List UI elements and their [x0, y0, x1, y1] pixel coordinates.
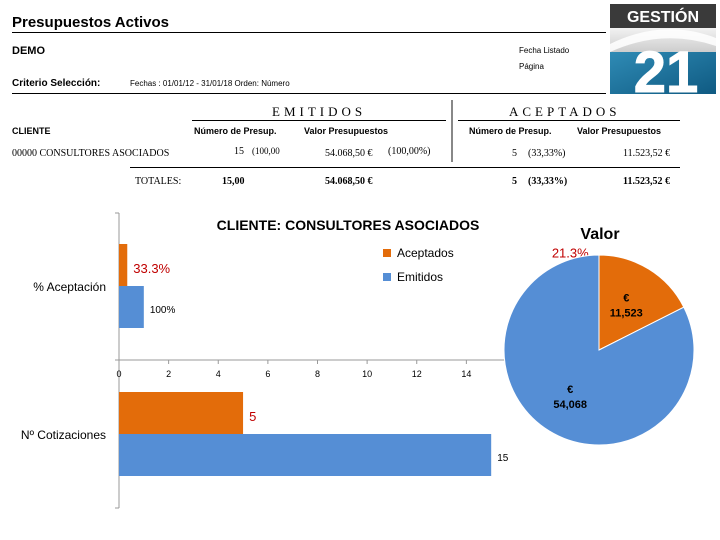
divider [130, 167, 680, 168]
x-tick-label: 6 [265, 369, 270, 379]
divider [12, 32, 606, 33]
row-cliente: 00000 CONSULTORES ASOCIADOS [12, 148, 170, 159]
cliente-header: CLIENTE [12, 126, 51, 136]
logo-number: 21 [634, 40, 699, 94]
column-separator [451, 100, 453, 162]
bar-chart-title: CLIENTE: CONSULTORES ASOCIADOS [217, 217, 480, 233]
legend-label: Aceptados [397, 246, 454, 260]
bar-emitidos [119, 434, 492, 476]
bar-data-label: 5 [249, 409, 256, 424]
x-tick-label: 14 [461, 369, 471, 379]
emitidos-header: EMITIDOS [272, 104, 367, 119]
row-acep-num: 5 [512, 148, 517, 159]
x-tick-label: 8 [315, 369, 320, 379]
row-emit-num: 15 [234, 146, 244, 157]
legend-swatch [383, 249, 391, 257]
category-label: % Aceptación [33, 280, 106, 294]
x-tick-label: 12 [412, 369, 422, 379]
pie-chart-title: Valor [580, 226, 619, 243]
x-tick-label: 2 [166, 369, 171, 379]
row-emit-pct: (100,00 [252, 146, 280, 156]
fecha-listado-label: Fecha Listado [519, 46, 570, 55]
pie-slice-aceptados [598, 254, 685, 351]
pie-label-symbol: € [567, 384, 573, 396]
bar-aceptados [119, 244, 128, 286]
totals-acep-valor: 11.523,52 € [623, 176, 670, 187]
pie-label-symbol: € [623, 293, 629, 305]
bar-aceptados [119, 392, 244, 434]
criterio-value: Fechas : 01/01/12 - 31/01/18 Orden: Núme… [130, 79, 290, 88]
pagina-label: Página [519, 62, 544, 71]
pie-label-value: 54,068 [553, 399, 587, 411]
valor-presup-header-aceptados: Valor Presupuestos [577, 126, 662, 136]
gestion21-logo: GESTIÓN 21 [610, 4, 716, 106]
divider [458, 120, 680, 121]
row-emit-valor: 54.068,50 € [325, 148, 373, 159]
totals-acep-pct: (33,33%) [528, 176, 568, 187]
category-label: Nº Cotizaciones [21, 428, 106, 442]
row-emit-valor-pct: (100,00%) [388, 146, 431, 157]
legend-label: Emitidos [397, 270, 443, 284]
pie-slice-emitidos [503, 254, 695, 446]
criterio-label: Criterio Selección: [12, 78, 101, 89]
bar-emitidos [119, 286, 144, 328]
bar-data-label: 15 [497, 453, 509, 464]
totals-acep-num: 5 [512, 176, 517, 187]
row-acep-pct: (33,33%) [528, 148, 566, 159]
totals-emit-valor: 54.068,50 € [325, 176, 373, 187]
aceptados-header: ACEPTADOS [509, 104, 621, 119]
totals-emit-num: 15,00 [222, 176, 245, 187]
bar-data-label: 33.3% [133, 261, 170, 276]
pie-label-value: 11,523 [610, 308, 643, 320]
divider [192, 120, 446, 121]
divider [12, 93, 606, 94]
report-title: Presupuestos Activos [12, 14, 169, 31]
legend-swatch [383, 273, 391, 281]
valor-presup-header: Valor Presupuestos [304, 126, 389, 136]
row-acep-valor: 11.523,52 € [623, 148, 671, 159]
totals-label: TOTALES: [135, 176, 182, 187]
company-name: DEMO [12, 45, 45, 57]
x-tick-label: 10 [362, 369, 372, 379]
bar-chart: CLIENTE: CONSULTORES ASOCIADOS 0 2 4 6 8 10 12… [21, 212, 520, 509]
x-tick-label: 0 [116, 369, 121, 379]
x-tick-label: 4 [216, 369, 221, 379]
logo-text: GESTIÓN [627, 7, 699, 26]
num-presup-header-aceptados: Número de Presup. [469, 126, 552, 136]
num-presup-header: Número de Presup. [194, 126, 277, 136]
bar-data-label: 100% [150, 305, 176, 316]
